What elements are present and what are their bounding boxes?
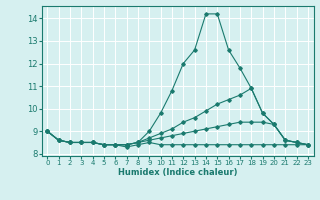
X-axis label: Humidex (Indice chaleur): Humidex (Indice chaleur)	[118, 168, 237, 177]
